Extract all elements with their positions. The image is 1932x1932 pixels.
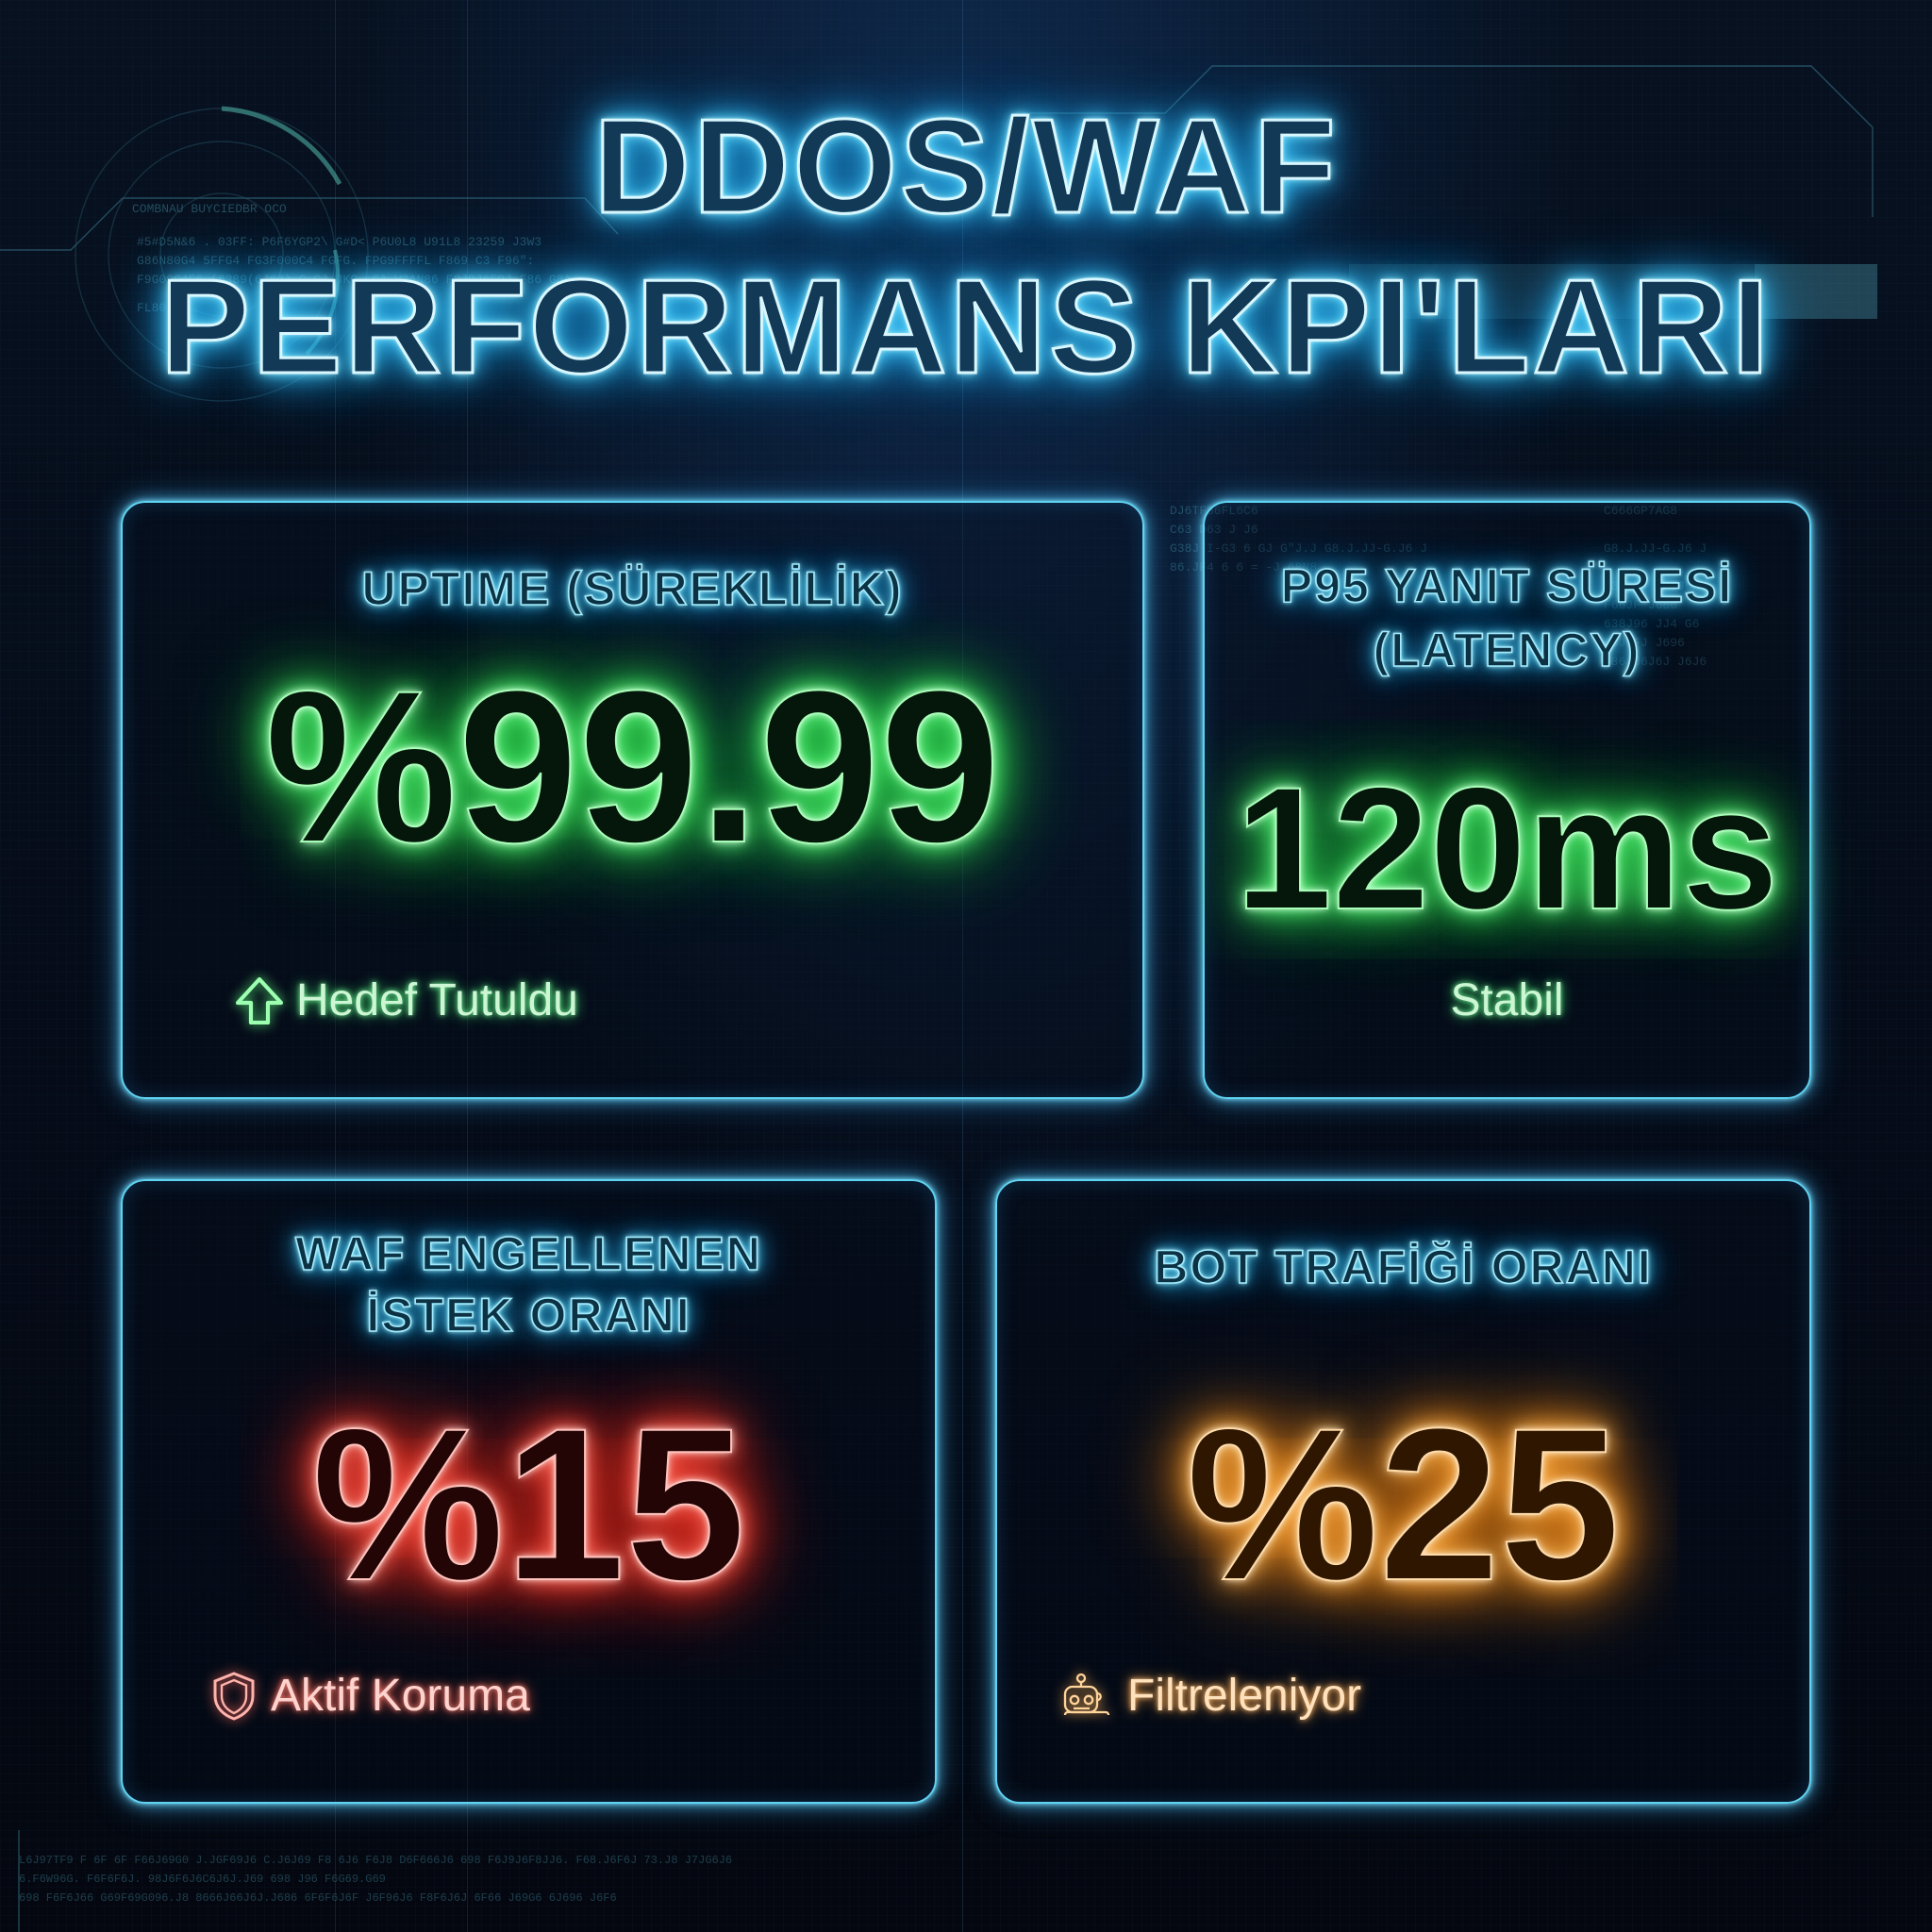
svg-text:6.F6W96G. F6F6F6J. 98J6F6J6C6J: 6.F6W96G. F6F6F6J. 98J6F6J6C6J6J.J69 698… xyxy=(19,1873,386,1886)
svg-text:L6J97TF9 F 6F 6F F66J69G0 J.JG: L6J97TF9 F 6F 6F F66J69G0 J.JGF69J6 C.J6… xyxy=(19,1854,732,1867)
svg-text:698 F6F6J66 G69F69G096.J8 8666: 698 F6F6J66 G69F69G096.J8 8666J66J6J.J68… xyxy=(19,1891,617,1905)
